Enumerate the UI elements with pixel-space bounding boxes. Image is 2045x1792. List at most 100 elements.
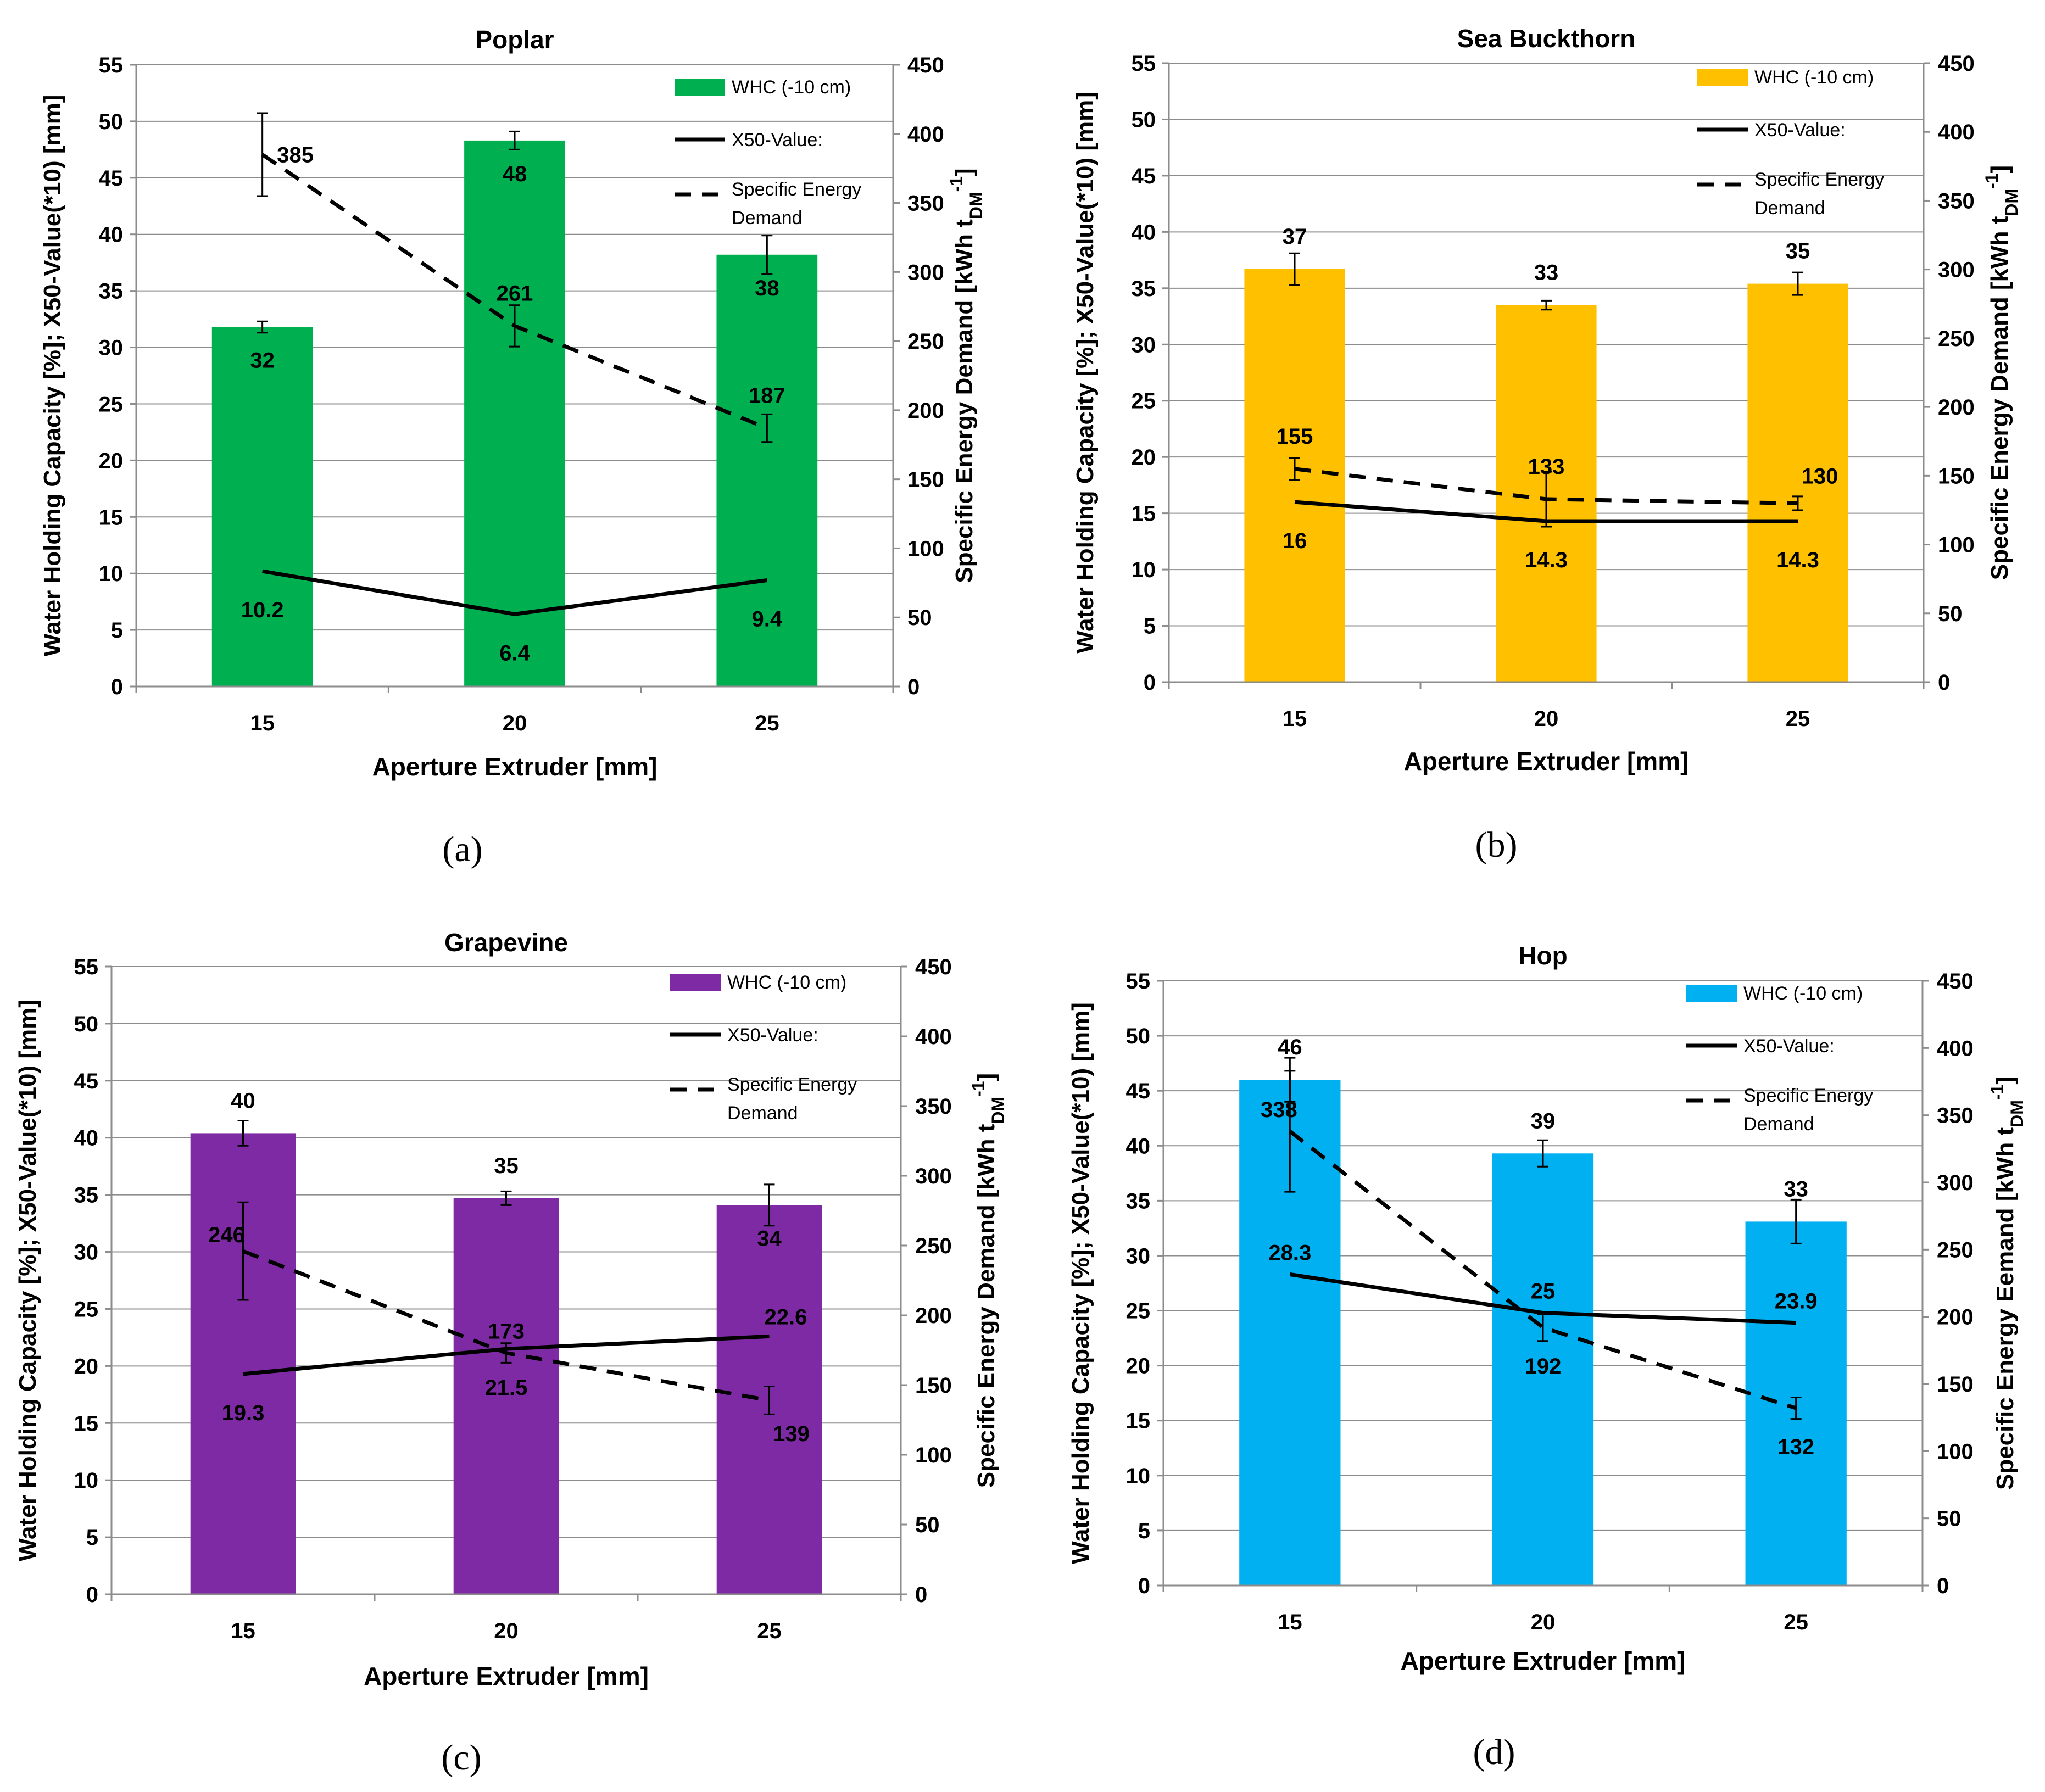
x50-data-label: 28.3 bbox=[1268, 1241, 1311, 1265]
whc-data-label: 38 bbox=[755, 276, 779, 300]
y-tick-label: 50 bbox=[1132, 108, 1156, 132]
y2-axis-label-main: Specific Energy Demand [kWh t bbox=[973, 1124, 1000, 1488]
y-axis-label: Water Holding Capacity [%]; X50-Value(*1… bbox=[14, 1000, 41, 1561]
y2-axis-label: Specific Energy Demand [kWh tDM-1] bbox=[946, 168, 986, 583]
y-tick-label: 35 bbox=[1132, 277, 1156, 301]
y2-tick-label: 50 bbox=[1938, 602, 1963, 626]
legend-label-energy-line1: Specific Energy bbox=[1743, 1085, 1873, 1106]
x-tick-label: 25 bbox=[755, 711, 779, 735]
chart-panel-c: 0 5 10 15 20 25 30 35 40 45 50 55 0 50 100 150 200 250 300… bbox=[14, 928, 1008, 1778]
y-tick-label: 55 bbox=[74, 955, 99, 979]
y-tick-label: 40 bbox=[1126, 1134, 1151, 1158]
x50-data-label: 16 bbox=[1283, 529, 1307, 553]
x-axis-label: Aperture Extruder [mm] bbox=[364, 1662, 649, 1690]
y2-tick-label: 200 bbox=[907, 399, 944, 423]
whc-bar bbox=[1747, 283, 1848, 682]
y2-tick-label: 350 bbox=[1938, 189, 1975, 213]
y2-axis-label-sup: -1 bbox=[968, 1081, 988, 1096]
y2-tick-label: 450 bbox=[915, 955, 952, 979]
y-axis-label: Water Holding Capacity [%]; X50-Value(*1… bbox=[1067, 1002, 1094, 1564]
panel-label: (a) bbox=[442, 829, 482, 869]
y2-axis-label-end: ] bbox=[973, 1073, 1000, 1081]
y-tick-label: 0 bbox=[86, 1583, 98, 1607]
y-tick-label: 45 bbox=[1132, 164, 1156, 188]
y2-tick-label: 0 bbox=[1937, 1574, 1949, 1598]
whc-data-label: 48 bbox=[503, 162, 527, 186]
y2-axis-label-end: ] bbox=[1992, 1076, 2019, 1085]
x50-line bbox=[1289, 1272, 1796, 1325]
y2-axis-label-main: Specific Energy Eemand [kWh t bbox=[1992, 1127, 2019, 1490]
whc-data-label: 33 bbox=[1784, 1177, 1808, 1201]
x-tick-label: 15 bbox=[250, 711, 275, 735]
x-tick-label: 20 bbox=[503, 711, 527, 735]
y2-tick-label: 300 bbox=[915, 1164, 952, 1188]
y2-tick-label: 150 bbox=[1938, 464, 1975, 488]
energy-data-label: 385 bbox=[277, 143, 314, 168]
y2-axis-label: Specific Energy Eemand [kWh tDM-1] bbox=[1987, 1076, 2027, 1490]
y2-tick-label: 50 bbox=[907, 606, 932, 630]
y-tick-label: 55 bbox=[1126, 969, 1151, 993]
y-tick-label: 45 bbox=[99, 166, 124, 191]
whc-data-label: 39 bbox=[1531, 1109, 1556, 1133]
x50-data-label: 19.3 bbox=[222, 1401, 265, 1425]
whc-data-label: 46 bbox=[1278, 1035, 1302, 1059]
legend-label-energy-line2: Demand bbox=[1743, 1114, 1814, 1135]
y-tick-label: 5 bbox=[1144, 615, 1156, 639]
y-tick-label: 25 bbox=[1132, 389, 1156, 414]
whc-bar bbox=[211, 327, 313, 686]
y2-axis-label-main: Specific Energy Demand [kWh t bbox=[1986, 216, 2013, 580]
x50-data-label: 10.2 bbox=[241, 598, 284, 622]
legend-swatch-whc bbox=[675, 79, 725, 96]
y-tick-label: 20 bbox=[1126, 1354, 1151, 1378]
y2-tick-label: 250 bbox=[915, 1234, 952, 1258]
chart-title: Grapevine bbox=[444, 928, 568, 957]
x-tick-label: 15 bbox=[1283, 707, 1307, 731]
y-tick-label: 25 bbox=[99, 392, 124, 416]
y-tick-label: 45 bbox=[1126, 1079, 1151, 1103]
legend-label-x50: X50-Value: bbox=[1743, 1036, 1835, 1057]
y2-tick-label: 450 bbox=[907, 53, 944, 77]
x50-data-label: 6.4 bbox=[499, 641, 530, 665]
y-tick-label: 5 bbox=[111, 618, 123, 643]
y-tick-label: 50 bbox=[1126, 1024, 1151, 1048]
y2-tick-label: 350 bbox=[907, 192, 944, 216]
x-tick-label: 25 bbox=[757, 1619, 782, 1643]
x50-data-label: 23.9 bbox=[1775, 1289, 1818, 1314]
y2-axis-label-end: ] bbox=[951, 168, 978, 176]
y2-tick-label: 250 bbox=[1937, 1238, 1974, 1262]
whc-bar bbox=[464, 140, 565, 686]
y2-tick-label: 350 bbox=[915, 1095, 952, 1119]
y-tick-label: 5 bbox=[1138, 1519, 1150, 1543]
y2-axis-label: Specific Energy Demand [kWh tDM-1] bbox=[968, 1073, 1008, 1488]
y-tick-label: 10 bbox=[74, 1469, 99, 1493]
chart-panel-d: 0 5 10 15 20 25 30 35 40 45 50 55 0 50 100 150 200 250 300… bbox=[1067, 941, 2027, 1772]
y-tick-label: 15 bbox=[74, 1411, 99, 1436]
y-tick-label: 20 bbox=[74, 1354, 99, 1378]
y-axis-label: Water Holding Capacity [%]; X50-Value(*1… bbox=[39, 95, 66, 657]
y-tick-label: 30 bbox=[1126, 1244, 1151, 1268]
whc-data-label: 35 bbox=[1786, 239, 1810, 264]
y2-tick-label: 400 bbox=[915, 1025, 952, 1049]
y2-axis-label-sup: -1 bbox=[946, 176, 966, 192]
y2-axis-label-end: ] bbox=[1986, 165, 2013, 174]
y2-tick-label: 200 bbox=[1937, 1305, 1974, 1330]
whc-bar bbox=[1492, 1153, 1594, 1586]
y2-tick-label: 0 bbox=[915, 1583, 927, 1607]
y2-tick-label: 400 bbox=[1937, 1036, 1974, 1060]
y-tick-label: 20 bbox=[1132, 445, 1156, 470]
energy-data-label: 192 bbox=[1525, 1354, 1562, 1378]
energy-data-label: 173 bbox=[488, 1320, 525, 1344]
y-tick-label: 0 bbox=[111, 675, 123, 699]
y-tick-label: 10 bbox=[1132, 558, 1156, 582]
y2-tick-label: 100 bbox=[1938, 533, 1975, 557]
y-tick-label: 35 bbox=[99, 280, 124, 304]
whc-data-label: 37 bbox=[1283, 225, 1307, 249]
y-tick-label: 35 bbox=[1126, 1189, 1151, 1213]
legend-swatch-whc bbox=[1697, 69, 1748, 86]
y2-tick-label: 300 bbox=[1937, 1171, 1974, 1195]
legend-label-x50: X50-Value: bbox=[732, 130, 823, 150]
legend-label-energy-line1: Specific Energy bbox=[732, 179, 861, 200]
x50-data-label: 22.6 bbox=[765, 1305, 807, 1329]
y-tick-label: 20 bbox=[99, 449, 124, 473]
